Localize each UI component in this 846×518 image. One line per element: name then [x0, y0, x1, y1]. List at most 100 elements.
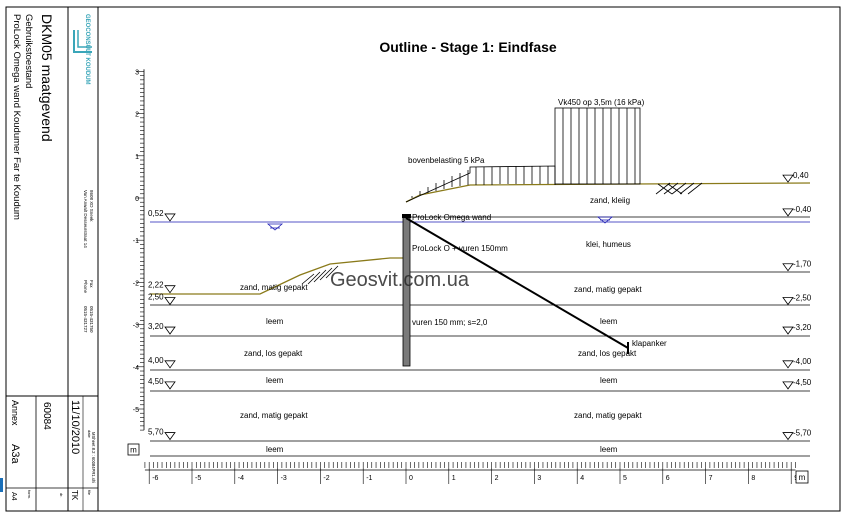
- company-logo: GEOCONSULT KOUDUM: [73, 14, 92, 85]
- surcharge-large-label: Vk450 op 3,5m (16 kPa): [558, 98, 645, 107]
- right-level-markers: 0,40 -0,40 -1,70 -2,50 -3,20 -4,00 -4,50 -5,70: [782, 171, 812, 441]
- vertical-axis-tick-label: -4: [133, 365, 139, 372]
- soil-layer-label-right: leem: [600, 376, 618, 385]
- left-level-marker: [164, 285, 176, 294]
- horizontal-axis-tick-label: -6: [152, 475, 158, 482]
- software-label: file: [87, 490, 92, 496]
- left-level-label: 4,00: [148, 356, 164, 365]
- annex-label: Annex: [10, 400, 20, 426]
- left-level-marker: [164, 326, 176, 335]
- soil-layer-label-right: leem: [600, 445, 618, 454]
- soil-layer-label-left: leem: [266, 376, 284, 385]
- ground-hatch-right: [655, 182, 703, 195]
- sheet-pile-lower: vuren 150 mm; s=2,0: [412, 318, 488, 327]
- phone-value: 0515-431727: [83, 306, 88, 333]
- surcharge-large: [554, 107, 641, 185]
- drawn-by-label: dr.: [59, 493, 64, 497]
- vertical-axis-tick-label: -2: [133, 280, 139, 287]
- date-label: date: [87, 430, 92, 439]
- horizontal-unit: m: [799, 473, 806, 482]
- horizontal-unit-box: [795, 470, 809, 484]
- project-subtitle: Gebruikstoestand: [23, 14, 34, 88]
- soil-layer-label-right: zand, matig gepakt: [574, 285, 642, 294]
- logo-text: GEOCONSULT KOUDUM: [84, 14, 90, 85]
- soil-layer-label-right: klei, humeus: [586, 240, 631, 249]
- vertical-axis-tick-label: -5: [133, 407, 139, 414]
- soil-layer-label-right: leem: [600, 317, 618, 326]
- right-level-label: 0,40: [793, 171, 809, 180]
- vertical-unit: m: [130, 446, 137, 455]
- ground-hatch-left: [301, 265, 339, 285]
- right-level-label: -3,20: [793, 323, 812, 332]
- ground-line-left: [150, 257, 406, 295]
- left-level-label: 4,50: [148, 377, 164, 386]
- horizontal-axis-tick-label: -4: [238, 475, 244, 482]
- fax-label: Fax: [89, 280, 94, 288]
- horizontal-axis-tick-label: -3: [281, 475, 287, 482]
- case-title: DKM05 maatgevend: [39, 14, 55, 142]
- address-line1: Van Anwalt Desseurstraat 14: [83, 190, 88, 248]
- left-level-markers: 0,52 2,22 2,50 3,20 4,00 4,50 5,70: [148, 209, 176, 441]
- right-level-label: -0,40: [793, 205, 812, 214]
- horizontal-axis-tick-label: 8: [751, 475, 755, 482]
- horizontal-axis-tick-label: 1: [452, 475, 456, 482]
- annex-value: A3a: [9, 444, 21, 464]
- soil-layer-label-left: zand, matig gepakt: [240, 411, 308, 420]
- right-level-marker: [782, 174, 794, 183]
- horizontal-axis-tick-label: -5: [195, 475, 201, 482]
- page-marker: [0, 478, 3, 492]
- title-block: GEOCONSULT KOUDUM ProLock Omega wand Kou…: [6, 7, 99, 511]
- left-level-marker: [164, 381, 176, 390]
- project-title: ProLock Omega wand Koudumer Far te Koudu…: [11, 14, 22, 220]
- horizontal-axis-tick-label: 3: [537, 475, 541, 482]
- horizontal-axis-tick-label: 0: [409, 475, 413, 482]
- left-level-label: 5,70: [148, 428, 164, 437]
- anchor-rod: [405, 217, 629, 349]
- soil-layer-label-left: leem: [266, 445, 284, 454]
- address-line2: 8608 XD Sneek: [89, 190, 94, 222]
- horizontal-axis-tick-label: -2: [323, 475, 329, 482]
- left-level-label: 2,22: [148, 281, 164, 290]
- vertical-axis-tick-label: 2: [135, 112, 139, 119]
- software-line: MSheet 8.2 : 60084PR1.shi: [91, 432, 96, 483]
- vertical-axis-tick-label: 3: [135, 69, 139, 76]
- right-level-marker: [782, 297, 794, 306]
- vertical-axis-tick-label: -1: [133, 238, 139, 245]
- sheet-frame: [5, 6, 841, 512]
- fax-value: 0515-431750: [89, 306, 94, 333]
- format-label: form.: [27, 490, 32, 499]
- left-level-marker: [164, 432, 176, 441]
- horizontal-axis-tick-label: 4: [580, 475, 584, 482]
- right-level-marker: [782, 263, 794, 272]
- left-level-label: 0,52: [148, 209, 164, 218]
- soil-layer-labels: zand, matig gepakt leem zand, los gepakt le…: [240, 196, 642, 454]
- soil-layer-label-left: leem: [266, 317, 284, 326]
- vertical-axis: 3 2 1 0 -1 -2 -3 -4 -5: [133, 69, 145, 431]
- horizontal-axis-tick-label: 6: [666, 475, 670, 482]
- vertical-axis-tick-label: 1: [135, 154, 139, 161]
- horizontal-axis: -6-5-4-3-2-10123456789: [144, 462, 798, 484]
- right-level-label: -5,70: [793, 429, 812, 438]
- vertical-axis-tick-label: -3: [133, 323, 139, 330]
- sheet-pile-name: ProLock Omega wand: [412, 213, 491, 222]
- surcharge-small-label: bovenbelasting 5 kPa: [408, 156, 485, 165]
- right-level-marker: [782, 432, 794, 441]
- right-level-label: -4,50: [793, 378, 812, 387]
- soil-layer-label-left: zand, matig gepakt: [240, 283, 308, 292]
- right-level-label: -4,00: [793, 357, 812, 366]
- phone-label: Phone: [83, 280, 88, 294]
- anchor-label: klapanker: [632, 339, 667, 348]
- diagram-title: Outline - Stage 1: Eindfase: [379, 39, 557, 55]
- left-level-label: 2,50: [148, 293, 164, 302]
- right-level-marker: [782, 208, 794, 217]
- horizontal-axis-tick-label: 2: [495, 475, 499, 482]
- horizontal-axis-tick-label: 7: [709, 475, 713, 482]
- left-level-label: 3,20: [148, 322, 164, 331]
- horizontal-axis-tick-label: -1: [366, 475, 372, 482]
- soil-layer-label-left: zand, los gepakt: [244, 349, 303, 358]
- wall-head: [402, 214, 411, 218]
- sheet-pile-section: ProLock O + vuren 150mm: [412, 244, 508, 253]
- project-number: 60084: [41, 402, 52, 430]
- watermark: Geosvit.com.ua: [330, 269, 470, 291]
